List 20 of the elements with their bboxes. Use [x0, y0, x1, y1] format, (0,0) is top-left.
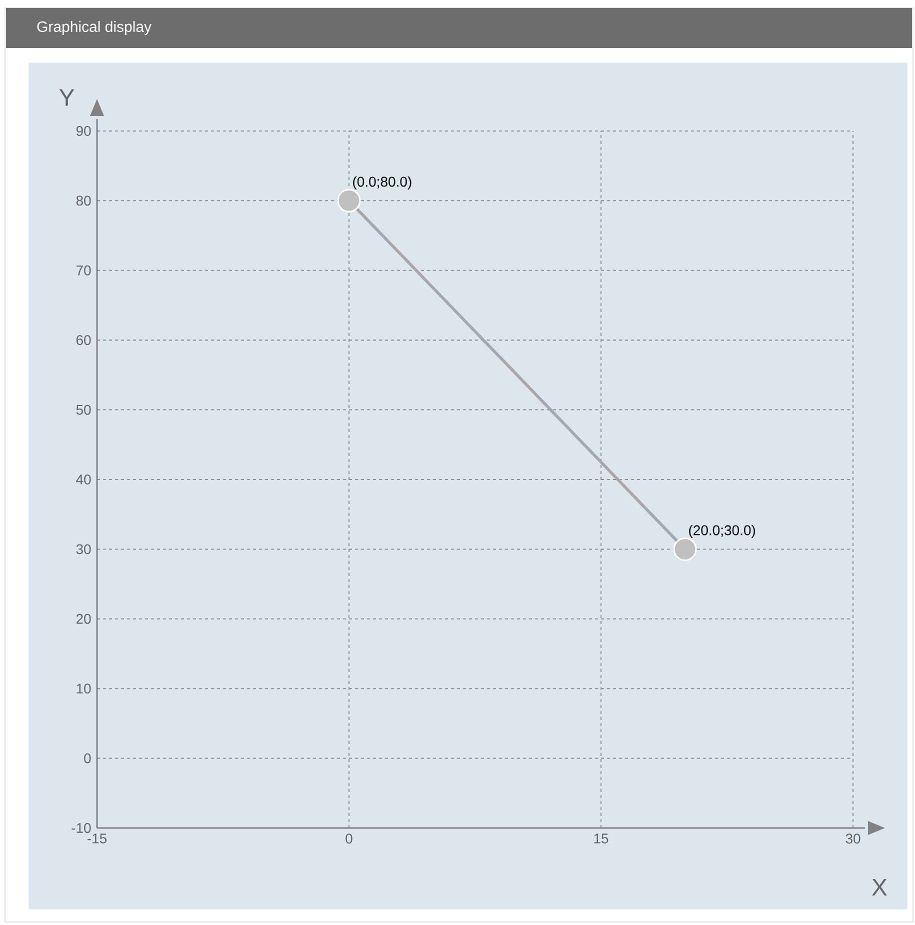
x-tick-label: 15	[594, 834, 608, 844]
y-tick-label: 20	[76, 614, 91, 624]
y-tick-label: 80	[76, 196, 91, 206]
x-tick-label: -15	[88, 834, 107, 844]
y-tick-label: 70	[76, 265, 91, 276]
y-tick-label: 10	[76, 684, 91, 694]
y-tick-label: 0	[84, 753, 91, 764]
data-label: (20.0;30.0)	[689, 524, 756, 538]
y-tick-label: 50	[76, 404, 91, 415]
x-axis-title: X	[872, 878, 887, 896]
x-tick-label: 30	[846, 834, 860, 844]
data-label: (0.0;80.0)	[353, 176, 412, 190]
y-tick-label: -10	[72, 823, 91, 833]
y-tick-label: 30	[76, 544, 91, 554]
y-axis-title: Y	[59, 89, 74, 106]
x-tick-label: 0	[346, 834, 352, 844]
y-tick-label: 40	[76, 474, 91, 484]
y-tick-label: 90	[76, 126, 91, 136]
chart-title: Graphical display	[37, 20, 152, 35]
y-tick-label: 60	[76, 335, 91, 346]
